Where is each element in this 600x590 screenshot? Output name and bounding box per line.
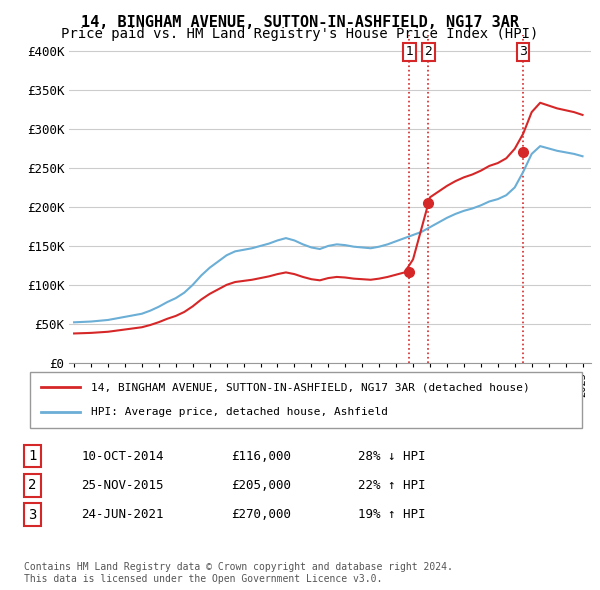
Text: 3: 3: [519, 45, 527, 58]
Text: 14, BINGHAM AVENUE, SUTTON-IN-ASHFIELD, NG17 3AR: 14, BINGHAM AVENUE, SUTTON-IN-ASHFIELD, …: [81, 15, 519, 30]
Text: 19% ↑ HPI: 19% ↑ HPI: [358, 508, 425, 521]
Text: 2: 2: [28, 478, 37, 493]
Text: £205,000: £205,000: [231, 479, 291, 492]
FancyBboxPatch shape: [30, 372, 582, 428]
Text: 1: 1: [28, 449, 37, 463]
Text: 1: 1: [406, 45, 413, 58]
Text: HPI: Average price, detached house, Ashfield: HPI: Average price, detached house, Ashf…: [91, 407, 388, 417]
Text: 3: 3: [28, 507, 37, 522]
Text: 25-NOV-2015: 25-NOV-2015: [81, 479, 164, 492]
Text: 2: 2: [425, 45, 433, 58]
Text: 24-JUN-2021: 24-JUN-2021: [81, 508, 164, 521]
Text: 28% ↓ HPI: 28% ↓ HPI: [358, 450, 425, 463]
Text: Contains HM Land Registry data © Crown copyright and database right 2024.
This d: Contains HM Land Registry data © Crown c…: [24, 562, 453, 584]
Text: 10-OCT-2014: 10-OCT-2014: [81, 450, 164, 463]
Text: £270,000: £270,000: [231, 508, 291, 521]
Text: 22% ↑ HPI: 22% ↑ HPI: [358, 479, 425, 492]
Text: £116,000: £116,000: [231, 450, 291, 463]
Text: Price paid vs. HM Land Registry's House Price Index (HPI): Price paid vs. HM Land Registry's House …: [61, 27, 539, 41]
Text: 14, BINGHAM AVENUE, SUTTON-IN-ASHFIELD, NG17 3AR (detached house): 14, BINGHAM AVENUE, SUTTON-IN-ASHFIELD, …: [91, 382, 529, 392]
